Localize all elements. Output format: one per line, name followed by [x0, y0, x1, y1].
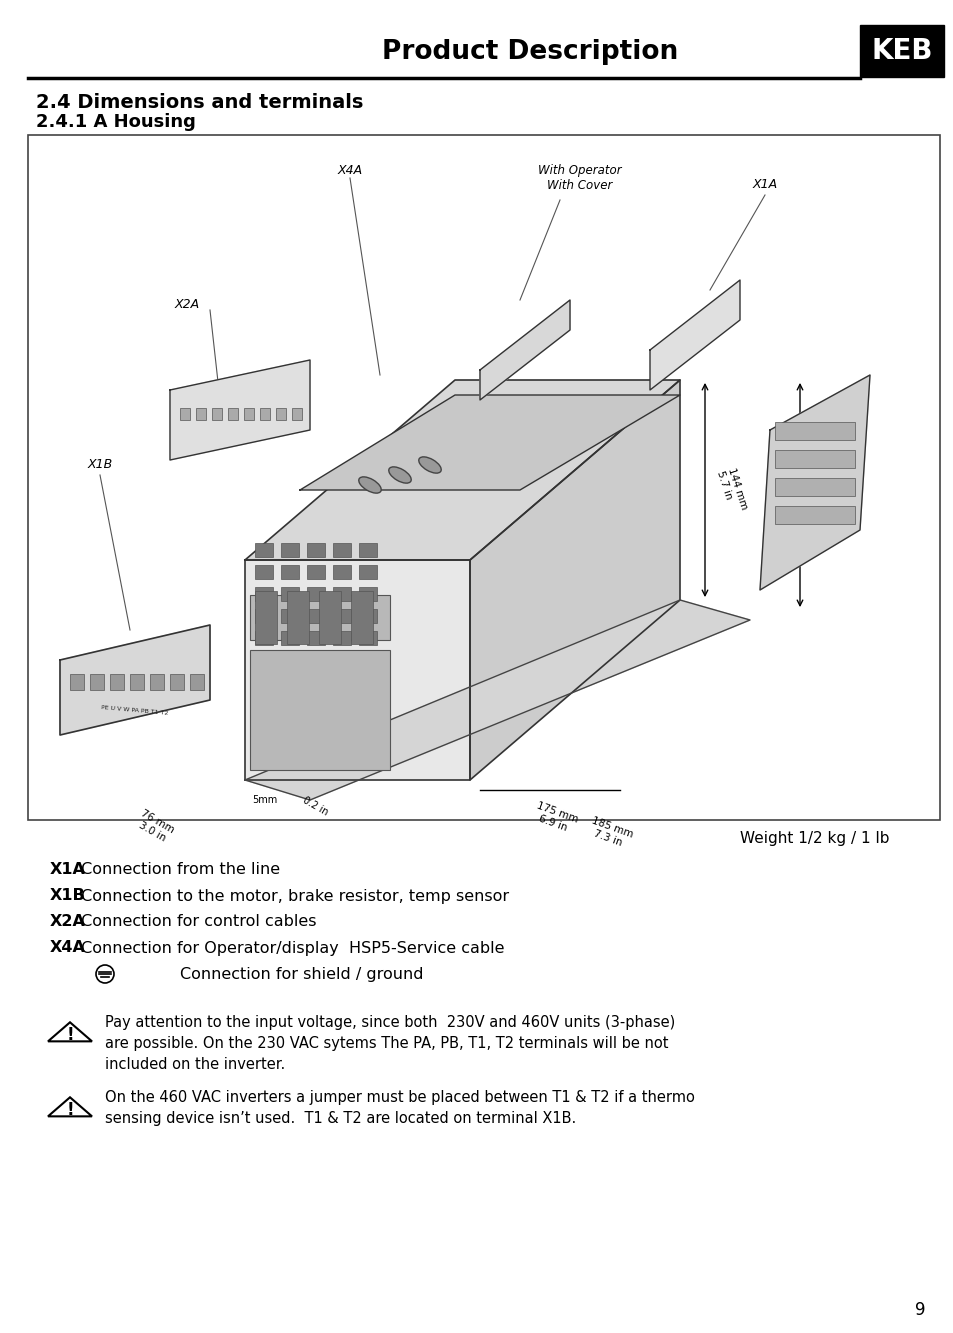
Bar — [281, 631, 298, 645]
Text: 5mm: 5mm — [253, 794, 277, 805]
Text: X2A: X2A — [50, 914, 86, 929]
Bar — [228, 408, 237, 420]
Text: X1A: X1A — [50, 862, 86, 877]
Text: PE U V W PA PB T1 T2: PE U V W PA PB T1 T2 — [101, 705, 169, 716]
Text: 144 mm
5.7 in: 144 mm 5.7 in — [714, 467, 748, 515]
Bar — [254, 609, 273, 623]
Text: On the 460 VAC inverters a jumper must be placed between T1 & T2 if a thermo
sen: On the 460 VAC inverters a jumper must b… — [105, 1090, 694, 1126]
Bar — [180, 408, 190, 420]
Bar — [250, 595, 390, 640]
Text: 175 mm
6.9 in: 175 mm 6.9 in — [531, 800, 578, 836]
Bar — [358, 609, 376, 623]
Bar — [307, 609, 325, 623]
Bar — [281, 565, 298, 579]
Bar — [275, 408, 286, 420]
Ellipse shape — [418, 457, 441, 473]
Bar — [110, 674, 124, 690]
Bar — [28, 135, 939, 820]
Text: Connection for control cables: Connection for control cables — [75, 914, 315, 929]
Bar — [254, 587, 273, 601]
Bar — [358, 631, 376, 645]
Bar — [170, 674, 184, 690]
Text: 0.2 in: 0.2 in — [300, 794, 329, 817]
Bar — [292, 408, 302, 420]
Polygon shape — [760, 375, 869, 591]
Text: KEB: KEB — [870, 37, 932, 65]
Bar — [287, 591, 309, 644]
Polygon shape — [470, 380, 679, 780]
Text: Pay attention to the input voltage, since both  230V and 460V units (3-phase)
ar: Pay attention to the input voltage, sinc… — [105, 1014, 675, 1072]
Bar — [307, 565, 325, 579]
Bar — [351, 591, 373, 644]
Polygon shape — [649, 280, 740, 391]
Bar — [254, 631, 273, 645]
Ellipse shape — [389, 467, 411, 483]
Text: X4A: X4A — [337, 164, 362, 176]
Bar — [190, 674, 204, 690]
Bar — [333, 543, 351, 557]
Text: Connection for Operator/display  HSP5-Service cable: Connection for Operator/display HSP5-Ser… — [75, 941, 503, 956]
Polygon shape — [48, 1097, 91, 1116]
Text: Connection to the motor, brake resistor, temp sensor: Connection to the motor, brake resistor,… — [75, 889, 508, 904]
Polygon shape — [479, 300, 569, 400]
Text: !: ! — [66, 1025, 73, 1044]
Text: 76 mm
3.0 in: 76 mm 3.0 in — [133, 808, 176, 845]
Bar — [150, 674, 164, 690]
Text: Weight 1/2 kg / 1 lb: Weight 1/2 kg / 1 lb — [740, 830, 889, 845]
Polygon shape — [170, 360, 310, 460]
Text: X4A: X4A — [50, 941, 86, 956]
Bar — [260, 408, 270, 420]
Bar — [254, 543, 273, 557]
Polygon shape — [245, 600, 749, 800]
Text: 2.4.1 A Housing: 2.4.1 A Housing — [36, 113, 195, 131]
Text: 158 mm
6.2 in: 158 mm 6.2 in — [814, 471, 848, 519]
Bar — [90, 674, 104, 690]
Bar — [307, 631, 325, 645]
Text: With Operator
With Cover: With Operator With Cover — [537, 164, 621, 192]
Bar — [774, 479, 854, 496]
Bar — [333, 609, 351, 623]
Bar — [774, 423, 854, 440]
Bar — [70, 674, 84, 690]
Text: X1B: X1B — [88, 459, 112, 472]
Polygon shape — [299, 395, 679, 491]
Bar — [212, 408, 222, 420]
Text: !: ! — [66, 1101, 73, 1118]
Text: Connection from the line: Connection from the line — [75, 862, 279, 877]
Bar — [318, 591, 340, 644]
Bar — [333, 631, 351, 645]
Bar — [774, 451, 854, 468]
Polygon shape — [48, 1022, 91, 1041]
Polygon shape — [60, 625, 210, 734]
Polygon shape — [245, 560, 470, 780]
Bar — [254, 565, 273, 579]
Text: X1B: X1B — [50, 889, 86, 904]
Text: X2A: X2A — [174, 299, 200, 312]
Bar — [333, 565, 351, 579]
Bar — [244, 408, 253, 420]
Bar — [195, 408, 206, 420]
Bar — [250, 651, 390, 770]
Text: 2.4 Dimensions and terminals: 2.4 Dimensions and terminals — [36, 92, 363, 112]
Bar — [333, 587, 351, 601]
Text: Product Description: Product Description — [381, 39, 678, 65]
Bar — [307, 587, 325, 601]
Bar — [281, 587, 298, 601]
Bar — [859, 25, 943, 77]
Text: Connection for shield / ground: Connection for shield / ground — [180, 966, 423, 981]
Bar — [281, 543, 298, 557]
Bar — [358, 565, 376, 579]
Bar — [307, 543, 325, 557]
Bar — [358, 543, 376, 557]
Text: 9: 9 — [914, 1301, 924, 1318]
Bar — [774, 507, 854, 524]
Bar — [281, 609, 298, 623]
Text: 185 mm
7.3 in: 185 mm 7.3 in — [585, 814, 634, 850]
Bar — [254, 591, 276, 644]
Bar — [358, 587, 376, 601]
Ellipse shape — [358, 477, 381, 493]
Polygon shape — [245, 380, 679, 560]
Bar — [130, 674, 144, 690]
Text: X1A: X1A — [752, 179, 777, 192]
